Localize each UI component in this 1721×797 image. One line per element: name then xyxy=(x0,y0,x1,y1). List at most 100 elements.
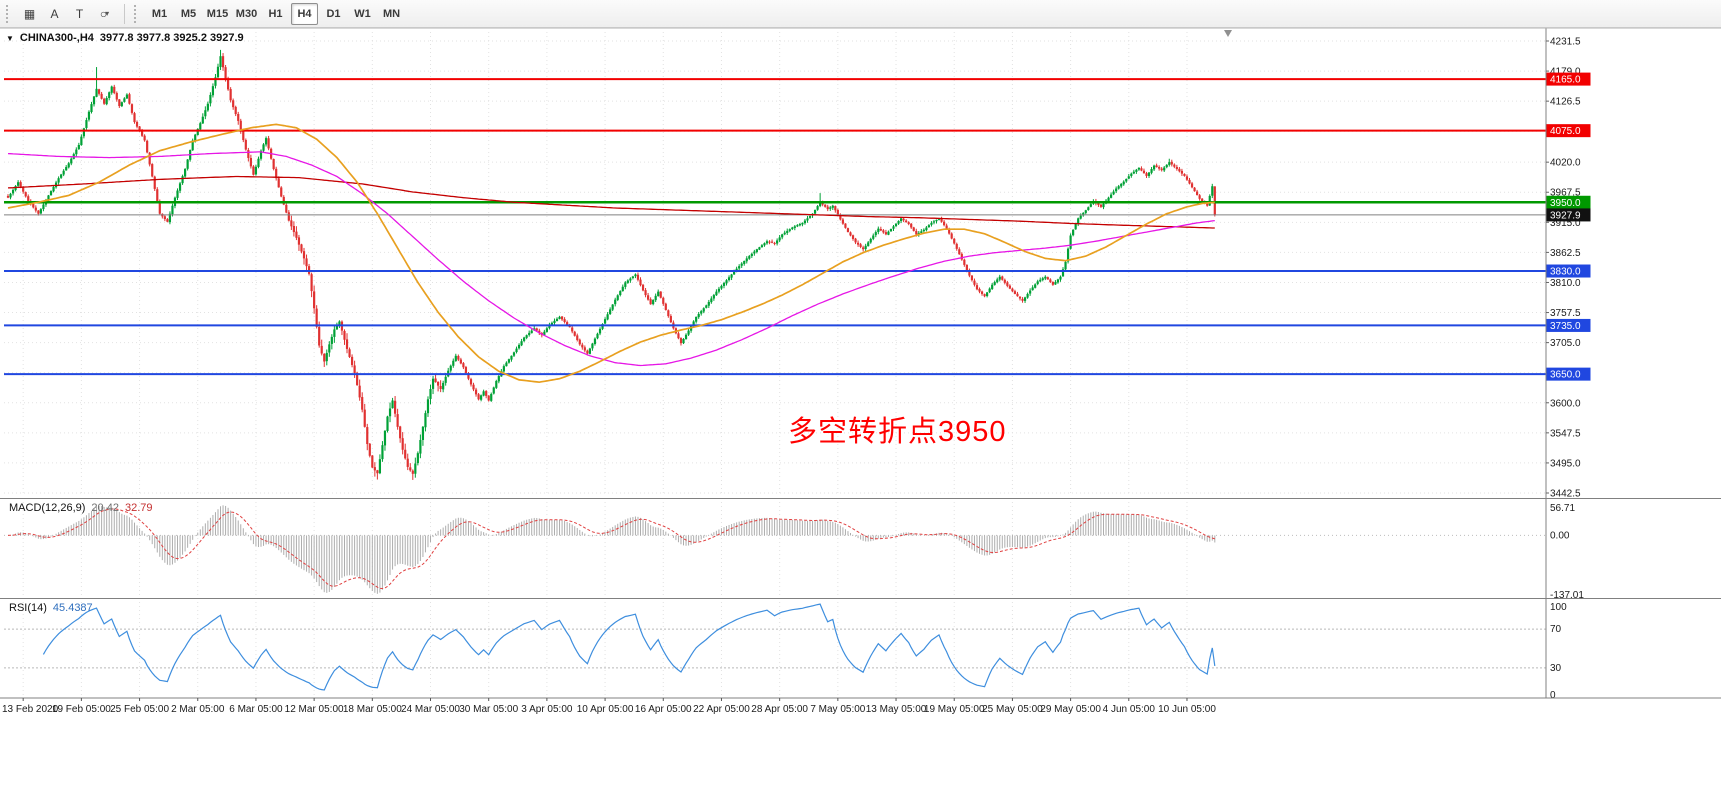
level-3830.0-badge[interactable] xyxy=(1546,264,1591,278)
candle-body xyxy=(211,86,215,96)
period-button-m30[interactable]: M30 xyxy=(235,7,258,20)
candle-body xyxy=(859,244,862,247)
period-button-m1[interactable]: M1 xyxy=(151,7,168,20)
candle-body xyxy=(467,373,470,379)
candle-body xyxy=(148,152,151,165)
candle-body xyxy=(37,210,40,214)
candle-body xyxy=(940,218,943,222)
toolbar-grip-2[interactable] xyxy=(134,4,139,23)
candle-body xyxy=(1140,168,1143,171)
candle-body xyxy=(629,278,632,281)
period-button-h1[interactable]: H1 xyxy=(268,7,283,20)
candle-body xyxy=(27,196,30,202)
time-axis-label: 25 May 05:00 xyxy=(982,704,1043,715)
candle-body xyxy=(376,470,379,474)
collapse-icon[interactable]: ▼ xyxy=(6,33,14,43)
price-tick-label: 4231.5 xyxy=(1550,37,1581,48)
candle-body xyxy=(593,338,597,345)
candle-body xyxy=(60,174,63,178)
dropdown-caret-icon[interactable]: ▾ xyxy=(105,9,110,18)
candle-body xyxy=(254,166,258,175)
candle-body xyxy=(776,240,779,244)
candle-body xyxy=(237,113,240,121)
level-3650.0-badge[interactable] xyxy=(1546,367,1591,381)
price-tick-label: 3757.5 xyxy=(1550,308,1581,319)
level-4165.0-badge[interactable] xyxy=(1546,72,1591,86)
candle-body xyxy=(396,414,399,427)
text-tool-icon[interactable]: A xyxy=(50,6,59,21)
period-button-m5[interactable]: M5 xyxy=(180,7,197,20)
candle-body xyxy=(1016,293,1019,297)
candle-body xyxy=(905,220,908,223)
candle-body xyxy=(1178,168,1181,172)
candle-body xyxy=(42,204,45,210)
price-tick-label: 4020.0 xyxy=(1550,158,1581,169)
candle-body xyxy=(224,67,227,79)
candle-body xyxy=(108,92,111,99)
price-scale[interactable]: 4231.5 4179.0 4126.5 4020.0 3967.5 3915.0 3862… xyxy=(0,27,1721,698)
level-3735.0-badge[interactable] xyxy=(1546,318,1591,332)
level-3950.0-badge[interactable] xyxy=(1546,195,1591,209)
candle-body xyxy=(249,157,252,167)
shift-marker-icon[interactable] xyxy=(1224,30,1232,37)
candle-body xyxy=(153,176,156,189)
time-axis-label: 10 Apr 05:00 xyxy=(577,704,634,715)
candle-body xyxy=(133,113,136,123)
level-lines xyxy=(4,78,1546,376)
chart-grid-icon[interactable]: ▦ xyxy=(23,6,36,21)
candle-body xyxy=(1074,224,1077,230)
candle-body xyxy=(760,245,764,248)
candle-body xyxy=(530,330,533,334)
candle-body xyxy=(343,330,346,340)
candle-body xyxy=(1150,169,1153,173)
candle-body xyxy=(11,189,15,194)
candle-body xyxy=(935,219,938,222)
candle-body xyxy=(636,274,640,280)
annotation-text[interactable]: 多空转折点3950 xyxy=(788,416,1007,448)
candle-body xyxy=(950,233,953,239)
candle-body xyxy=(659,291,662,298)
moving-averages xyxy=(7,123,1215,384)
shapes-tool-icon[interactable]: ○ ▾ xyxy=(99,6,110,21)
candle-body xyxy=(1137,167,1141,170)
period-button-w1[interactable]: W1 xyxy=(354,7,371,20)
period-button-m15[interactable]: M15 xyxy=(206,7,229,20)
candle-body xyxy=(272,159,275,170)
current-price-badge[interactable] xyxy=(1546,208,1591,222)
label-tool-icon[interactable]: T xyxy=(75,6,84,21)
candle-body xyxy=(664,303,667,310)
candle-body xyxy=(1168,162,1171,165)
candle-body xyxy=(910,223,913,228)
toolbar-grip[interactable] xyxy=(6,4,11,23)
candle-body xyxy=(140,130,144,136)
candle-body xyxy=(1054,282,1057,285)
candle-body xyxy=(543,331,546,336)
candle-body xyxy=(578,339,581,345)
candle-body xyxy=(758,247,761,250)
candle-body xyxy=(399,426,402,439)
candle-body xyxy=(654,295,657,301)
period-button-h4[interactable]: H4 xyxy=(291,2,318,25)
candle-body xyxy=(82,128,85,137)
level-4075.0-badge[interactable] xyxy=(1546,124,1591,138)
candle-body xyxy=(520,341,523,346)
candle-body xyxy=(97,89,101,94)
candle-body xyxy=(796,225,799,227)
candle-body xyxy=(115,92,118,100)
candle-body xyxy=(191,140,194,151)
time-axis-label: 30 Mar 05:00 xyxy=(459,704,518,715)
time-axis-label: 13 Feb 2020 xyxy=(2,704,59,715)
toolbar: ▦ A T ○ ▾ M1 M5 M15 M30 H1 H4 D1 W1 MN xyxy=(0,0,1721,28)
period-button-mn[interactable]: MN xyxy=(382,7,401,20)
candle-body xyxy=(669,316,672,323)
candle-body xyxy=(1003,279,1006,283)
level-3830.0-badge-text: 3830.0 xyxy=(1550,267,1581,278)
candle-body xyxy=(158,201,161,214)
candle-body xyxy=(829,207,832,209)
period-button-d1[interactable]: D1 xyxy=(326,7,341,20)
candle-body xyxy=(808,216,812,218)
candle-body xyxy=(163,216,166,220)
candle-body xyxy=(920,231,923,234)
